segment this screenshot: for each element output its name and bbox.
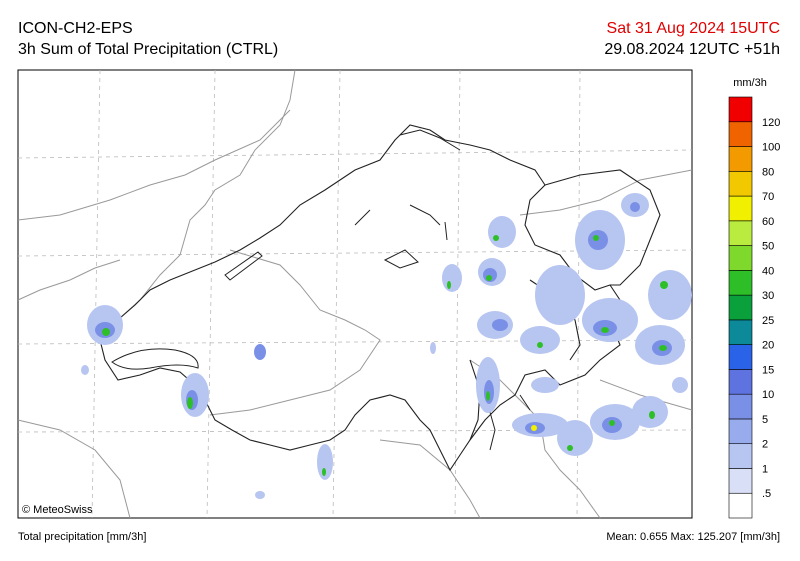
colorbar-swatch bbox=[728, 319, 753, 345]
colorbar-label: 2 bbox=[762, 439, 768, 451]
map: © MeteoSwiss bbox=[17, 69, 693, 519]
model-name: ICON-CH2-EPS bbox=[18, 20, 133, 37]
colorbar-swatch bbox=[728, 220, 753, 246]
colorbar-swatch bbox=[728, 443, 753, 469]
colorbar-swatch bbox=[728, 195, 753, 222]
precipitation bbox=[81, 193, 692, 499]
run-time: 29.08.2024 12UTC +51h bbox=[604, 41, 780, 58]
colorbar-swatch bbox=[728, 369, 753, 395]
product-name: 3h Sum of Total Precipitation (CTRL) bbox=[18, 41, 278, 58]
lakes bbox=[111, 129, 531, 451]
colorbar-label: 120 bbox=[762, 117, 780, 129]
colorbar-label: 70 bbox=[762, 191, 774, 203]
colorbar-swatch bbox=[728, 492, 753, 519]
colorbar-swatch bbox=[728, 418, 753, 445]
map-frame bbox=[17, 69, 693, 519]
colorbar-swatch bbox=[728, 344, 753, 370]
switzerland-border bbox=[99, 124, 661, 472]
colorbar-label: 60 bbox=[762, 216, 774, 228]
colorbar-swatch bbox=[728, 96, 753, 123]
colorbar-label: 20 bbox=[762, 340, 774, 352]
colorbar-label: 50 bbox=[762, 241, 774, 253]
colorbar-label: .5 bbox=[762, 488, 771, 500]
colorbar-swatch bbox=[728, 468, 753, 494]
footer-stats: Mean: 0.655 Max: 125.207 [mm/3h] bbox=[606, 531, 780, 543]
colorbar-swatch bbox=[728, 170, 753, 197]
colorbar-swatch bbox=[728, 294, 753, 321]
colorbar-swatch bbox=[728, 121, 753, 147]
colorbar-swatch bbox=[728, 270, 753, 296]
colorbar-label: 5 bbox=[762, 414, 768, 426]
colorbar-swatch bbox=[728, 393, 753, 420]
valid-time: Sat 31 Aug 2024 15UTC bbox=[607, 20, 780, 37]
colorbar-label: 100 bbox=[762, 142, 780, 154]
colorbar-unit: mm/3h bbox=[733, 77, 767, 89]
colorbar-label: 10 bbox=[762, 389, 774, 401]
colorbar-label: 30 bbox=[762, 290, 774, 302]
colorbar-label: 1 bbox=[762, 463, 768, 475]
colorbar-swatch bbox=[728, 245, 753, 271]
colorbar-label: 40 bbox=[762, 265, 774, 277]
colorbar-label: 25 bbox=[762, 315, 774, 327]
colorbar-label: 15 bbox=[762, 364, 774, 376]
credit: © MeteoSwiss bbox=[22, 504, 93, 516]
colorbar-label: 80 bbox=[762, 166, 774, 178]
colorbar-swatch bbox=[728, 146, 753, 172]
footer-variable: Total precipitation [mm/3h] bbox=[18, 531, 146, 543]
